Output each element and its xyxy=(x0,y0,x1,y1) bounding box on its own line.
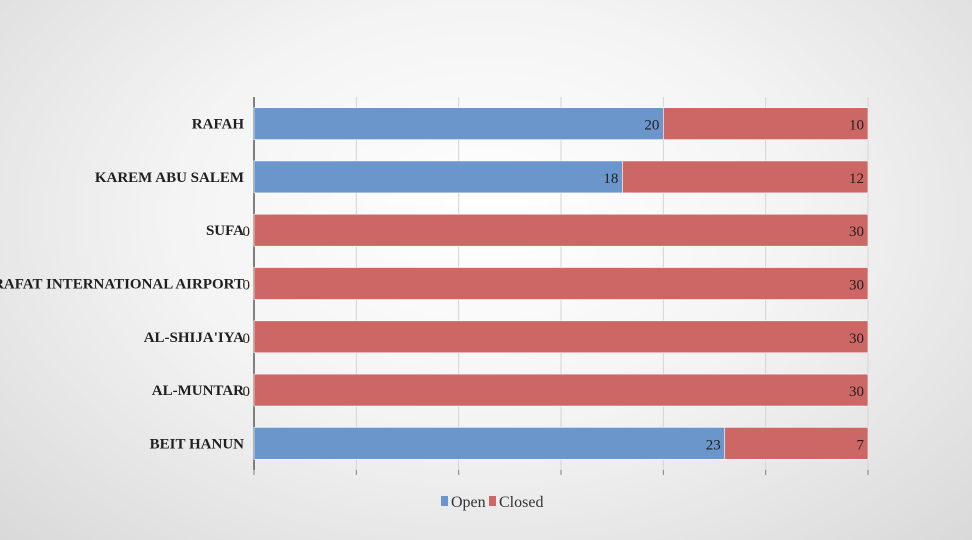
category-label: RAFAH xyxy=(192,117,245,133)
data-label-closed: 7 xyxy=(857,437,865,453)
bar-open-0 xyxy=(253,107,664,140)
bar-open-1 xyxy=(253,160,623,194)
legend-label-closed: Closed xyxy=(499,494,543,511)
category-label: AL-MUNTAR xyxy=(152,383,244,399)
data-label-open: 20 xyxy=(644,118,659,134)
bar-closed-0 xyxy=(663,107,869,140)
category-label: YASSER ARAFAT INTERNATIONAL AIRPORT xyxy=(0,277,244,293)
bar-closed-4 xyxy=(253,320,869,354)
data-label-closed: 30 xyxy=(849,331,864,347)
bar-closed-2 xyxy=(253,213,869,247)
data-label-closed: 12 xyxy=(849,171,864,187)
data-label-closed: 30 xyxy=(849,224,864,240)
bar-closed-5 xyxy=(253,373,869,407)
data-label-open: 18 xyxy=(603,171,618,187)
legend-label-open: Open xyxy=(451,494,486,511)
data-label-closed: 30 xyxy=(849,384,864,400)
category-label: KAREM ABU SALEM xyxy=(95,170,244,186)
category-label: SUFA xyxy=(206,223,244,239)
category-label: AL-SHIJA'IYA xyxy=(144,330,244,346)
data-label-closed: 10 xyxy=(849,118,864,134)
data-label-open: 0 xyxy=(243,224,251,240)
data-label-open: 23 xyxy=(706,437,721,453)
data-label-open: 0 xyxy=(243,384,251,400)
bar-closed-6 xyxy=(724,427,869,460)
bar-closed-1 xyxy=(622,160,869,194)
data-label-open: 0 xyxy=(243,278,251,294)
data-label-closed: 30 xyxy=(849,278,864,294)
bar-open-6 xyxy=(253,427,726,460)
bar-closed-3 xyxy=(253,267,869,300)
legend-swatch-open xyxy=(441,496,448,506)
category-label: BEIT HANUN xyxy=(150,436,244,452)
legend-swatch-closed xyxy=(489,496,496,506)
data-label-open: 0 xyxy=(243,331,251,347)
